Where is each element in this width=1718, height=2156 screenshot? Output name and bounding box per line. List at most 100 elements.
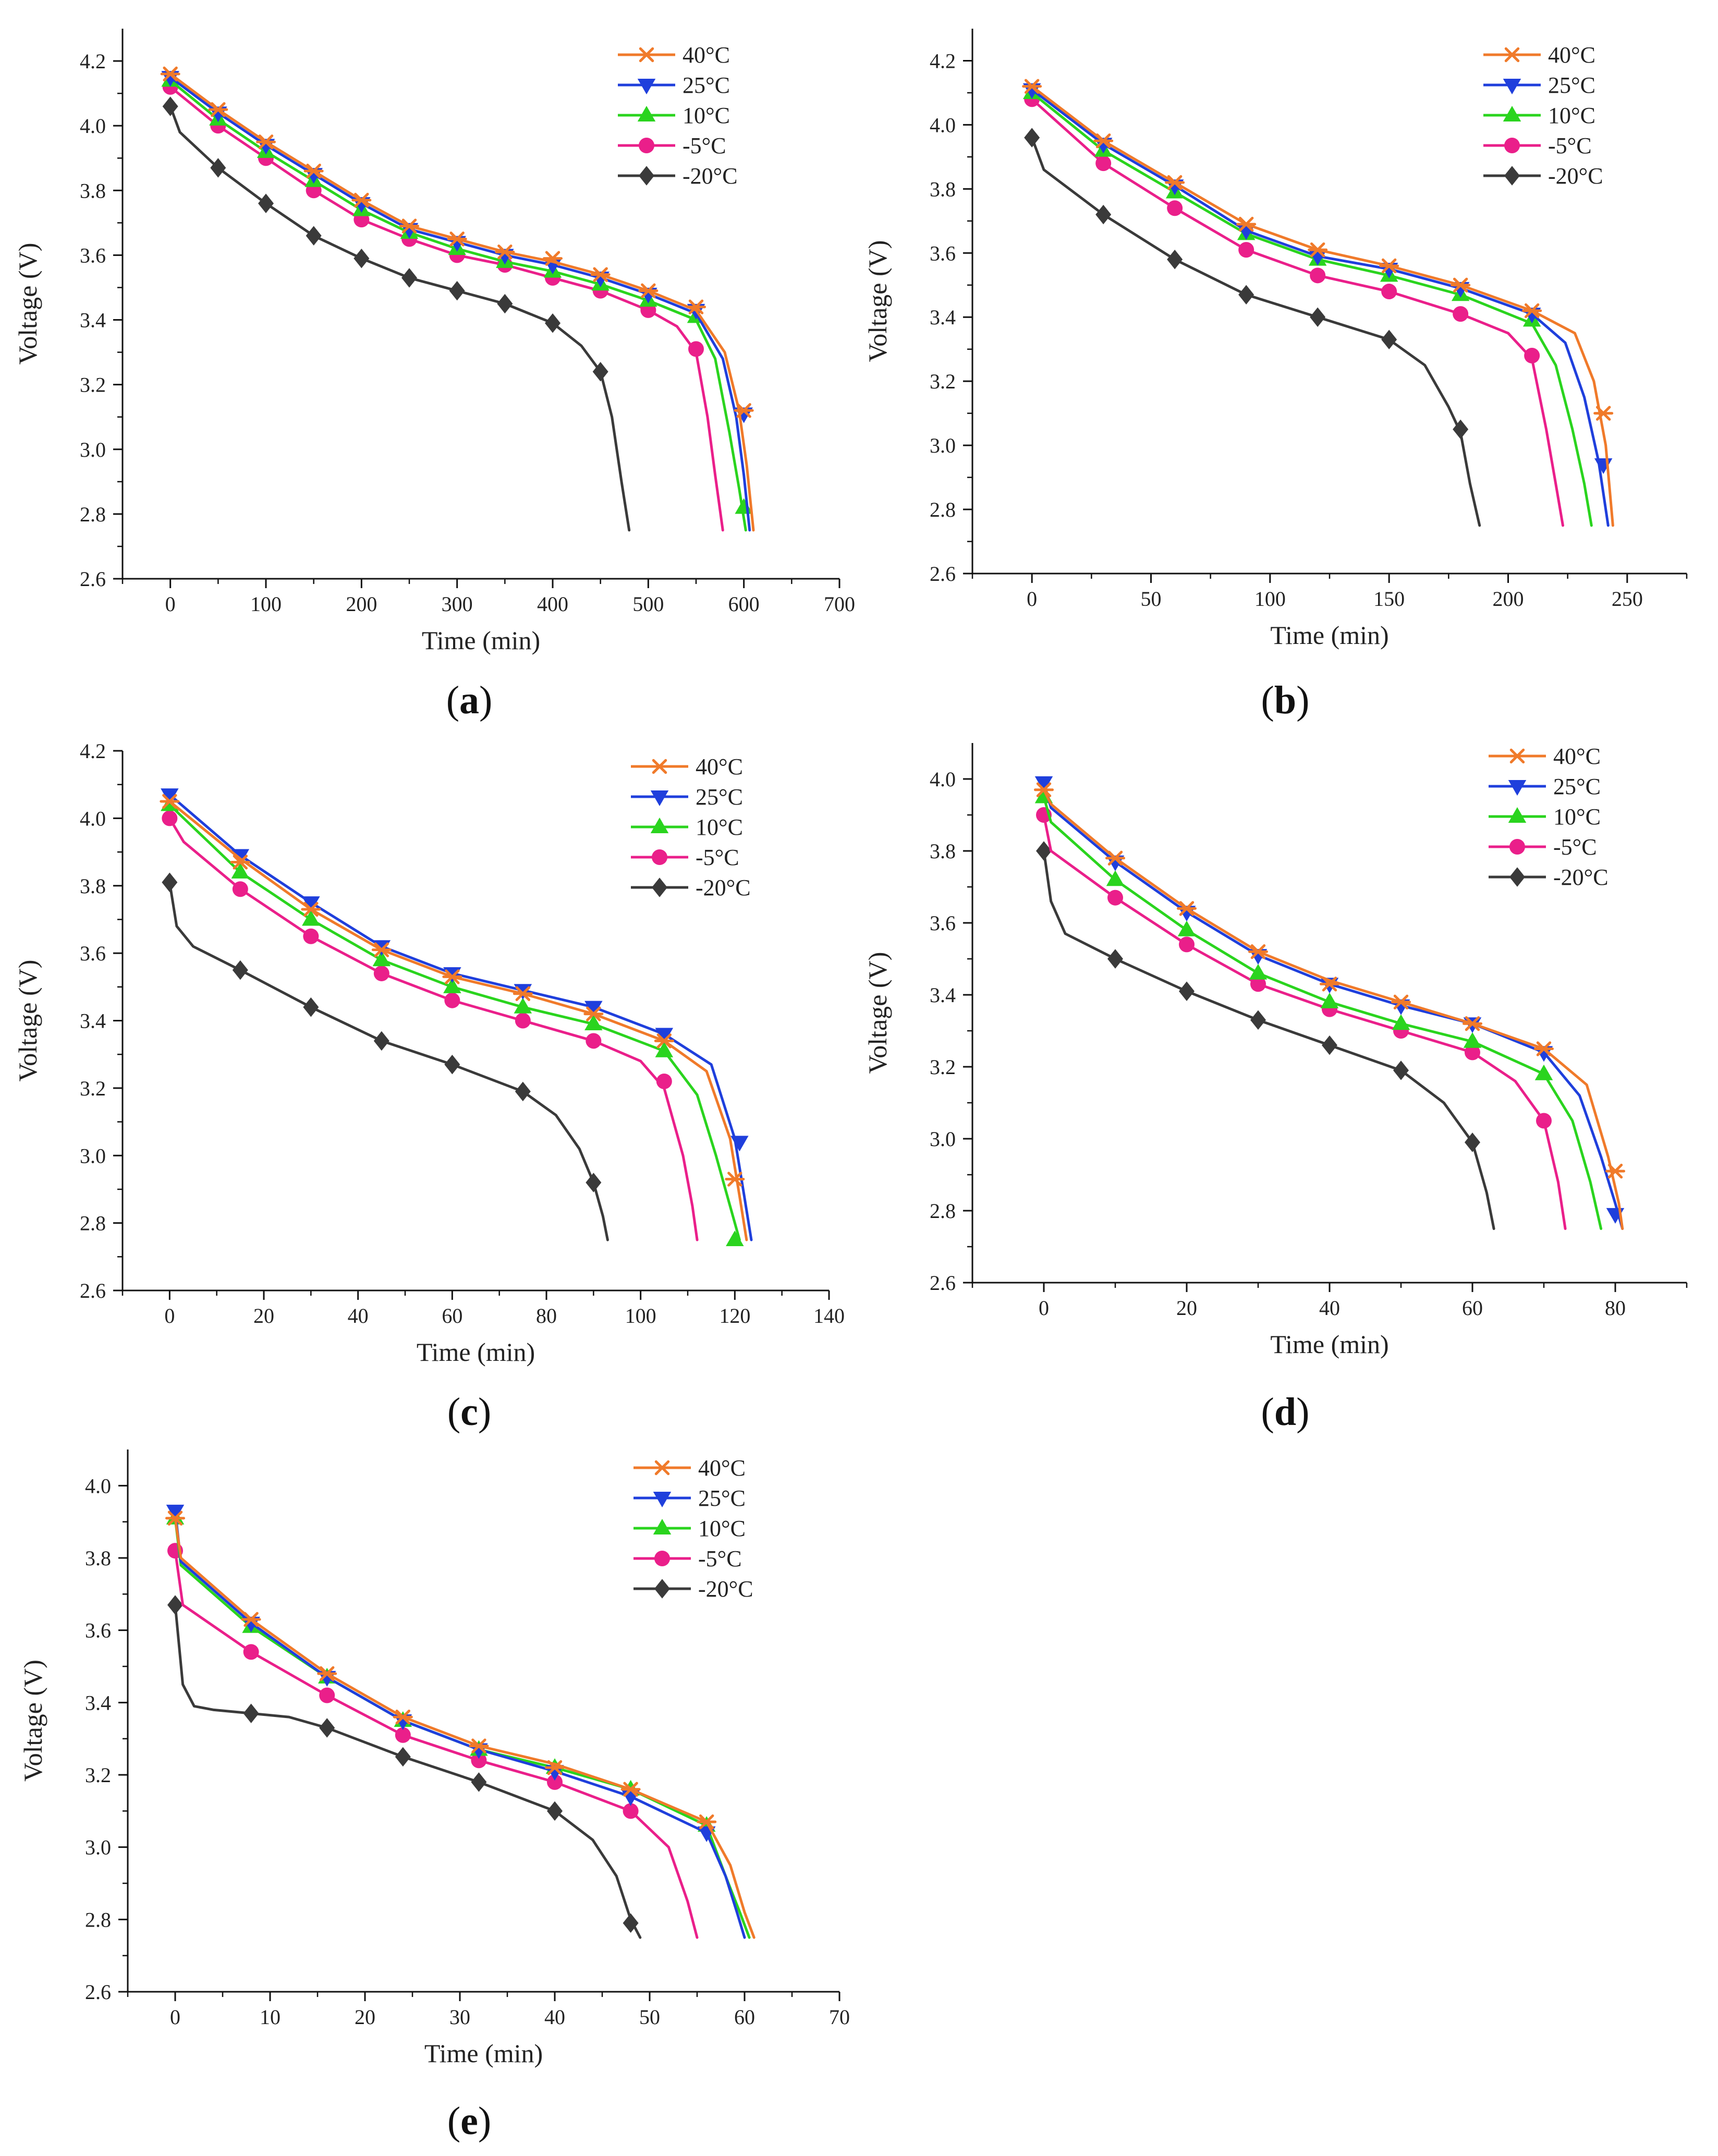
data-point — [443, 977, 461, 993]
data-point — [1465, 1132, 1480, 1152]
data-point — [1524, 348, 1540, 363]
chart-panel-e: 0 10 20 30 40 50 60 70 2.6 2.8 3.0 3.2 3.4 3.6 3.8 4.0 T… — [18, 1449, 850, 2068]
legend-label: -5°C — [1553, 834, 1597, 860]
y-tick-label: 2.8 — [85, 1908, 111, 1931]
data-point — [444, 992, 460, 1008]
axes: 0 20 40 60 80 2.6 2.8 3.0 3.2 3.4 3.6 3.8 4.0 Time (m… — [863, 743, 1688, 1359]
series-line — [1030, 88, 1610, 527]
data-point — [471, 1772, 487, 1792]
data-point — [449, 281, 465, 301]
data-point — [543, 251, 563, 266]
data-point — [1391, 994, 1411, 1009]
series-40°C — [1034, 782, 1625, 1230]
data-point — [399, 218, 419, 234]
data-point — [1095, 204, 1112, 225]
x-tick-label: 100 — [250, 592, 282, 616]
legend-item: 40°C — [1489, 744, 1601, 769]
data-point — [515, 1013, 531, 1029]
data-point — [162, 96, 178, 116]
axes: 0 100 200 300 400 500 600 700 2.6 2.8 3.0 3.2 3.4 3.6… — [13, 29, 855, 655]
legend-marker — [653, 1492, 672, 1507]
legend-label: -20°C — [1553, 864, 1609, 890]
x-axis-title: Time (min) — [1270, 1330, 1388, 1359]
y-tick-label: 2.6 — [80, 1279, 106, 1302]
panel-label-e: (e) — [447, 2099, 492, 2143]
y-axis-title: Voltage (V) — [18, 1660, 47, 1782]
data-point — [1593, 406, 1614, 421]
y-tick-label: 3.2 — [85, 1763, 111, 1787]
data-point — [1106, 870, 1125, 886]
y-tick-label: 3.6 — [930, 911, 956, 935]
data-point — [1594, 458, 1613, 474]
data-point — [513, 986, 533, 1001]
data-point — [1379, 258, 1399, 274]
data-point — [1310, 307, 1326, 327]
series-line — [1030, 85, 1614, 527]
series--20°C — [162, 872, 609, 1241]
legend-item: 25°C — [633, 1485, 746, 1511]
legend-item: -20°C — [633, 1576, 753, 1602]
data-point — [1463, 1016, 1482, 1031]
series-line — [168, 800, 748, 1241]
series-line — [168, 793, 753, 1241]
data-point — [1093, 133, 1114, 149]
x-tick-label: 0 — [1039, 1296, 1049, 1320]
data-point — [447, 232, 467, 247]
legend-item: 25°C — [631, 784, 743, 810]
legend-label: -5°C — [683, 133, 726, 159]
y-tick-label: 3.6 — [930, 241, 956, 265]
y-tick-label: 2.6 — [80, 567, 106, 591]
data-point — [584, 1001, 603, 1017]
legend-item: 25°C — [1489, 774, 1601, 799]
data-point — [547, 1801, 563, 1821]
data-point — [302, 896, 320, 912]
data-point — [243, 1644, 259, 1660]
data-point — [1465, 1044, 1480, 1061]
data-point — [1322, 1035, 1337, 1055]
data-point — [1393, 1061, 1409, 1080]
data-point — [688, 341, 704, 357]
y-tick-label: 3.4 — [930, 983, 956, 1007]
x-tick-label: 50 — [1141, 587, 1162, 611]
x-tick-label: 700 — [824, 592, 855, 616]
data-point — [1250, 976, 1266, 992]
y-tick-label: 2.8 — [80, 503, 106, 526]
series-25°C — [166, 1504, 746, 1939]
x-tick-label: 10 — [260, 2005, 281, 2029]
data-point — [1238, 285, 1254, 304]
data-point — [584, 1014, 603, 1030]
data-point — [1536, 1113, 1552, 1129]
data-point — [165, 1511, 185, 1526]
legend-label: 40°C — [698, 1455, 746, 1481]
series-line — [169, 72, 755, 532]
data-point — [256, 135, 276, 150]
legend: 40°C 25°C 10°C -5°C -20°C — [618, 42, 738, 189]
data-point — [162, 810, 178, 826]
y-tick-label: 2.6 — [930, 1271, 956, 1295]
legend-marker — [652, 878, 667, 897]
data-point — [303, 928, 319, 944]
data-point — [654, 1033, 674, 1049]
series-line — [1042, 849, 1495, 1230]
legend-item: 40°C — [633, 1455, 746, 1481]
y-tick-label: 3.4 — [80, 1009, 106, 1033]
legend-marker — [1503, 79, 1521, 94]
y-tick-label: 3.2 — [80, 1077, 106, 1100]
data-point — [583, 1006, 604, 1021]
legend-marker — [1508, 807, 1527, 823]
legend-item: 10°C — [631, 814, 743, 840]
x-tick-label: 20 — [253, 1304, 274, 1327]
data-point — [373, 965, 389, 981]
y-tick-label: 3.2 — [930, 1055, 956, 1079]
y-tick-label: 4.0 — [80, 807, 106, 830]
data-point — [655, 1028, 674, 1044]
series-10°C — [1034, 787, 1603, 1230]
data-point — [471, 1752, 487, 1769]
series-line — [1030, 98, 1564, 527]
data-point — [545, 313, 561, 333]
series-line — [1042, 813, 1567, 1230]
legend-marker — [653, 1519, 672, 1534]
data-point — [1107, 890, 1123, 906]
x-tick-label: 0 — [1027, 587, 1037, 611]
data-point — [697, 1814, 717, 1830]
